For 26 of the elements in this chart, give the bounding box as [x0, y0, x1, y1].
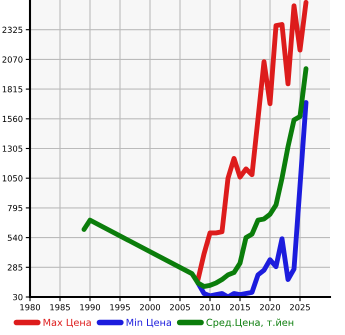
x-tick-label: 2005 — [170, 304, 190, 310]
y-tick-label: 1050 — [2, 175, 22, 182]
legend-label: Max Цена — [44, 318, 91, 328]
x-tick-label: 1980 — [20, 304, 40, 310]
x-tick-label: 2010 — [200, 304, 220, 310]
x-tick-label: 2025 — [290, 304, 310, 310]
y-tick-label: 1560 — [2, 116, 22, 122]
y-tick-label: 795 — [8, 204, 22, 212]
y-tick-label: 540 — [8, 234, 22, 241]
y-tick-label: 2070 — [2, 56, 22, 63]
legend-label: Сред.Цена, т.йен — [206, 318, 294, 328]
x-tick-label: 1990 — [80, 304, 100, 310]
x-tick-label: 1995 — [110, 304, 130, 310]
x-tick-label: 2020 — [260, 304, 280, 310]
x-tick-label: 1985 — [50, 304, 70, 310]
line-series — [82, 66, 308, 289]
y-tick-label: 2325 — [2, 26, 22, 33]
legend-label: Min Цена — [126, 318, 172, 328]
y-tick-label: 30 — [13, 294, 22, 300]
y-tick-label: 285 — [8, 264, 22, 271]
x-tick-label: 2000 — [140, 304, 160, 310]
x-tick-label: 2015 — [230, 304, 250, 310]
line-series — [196, 100, 308, 297]
y-tick-label: 1305 — [2, 145, 22, 152]
line-series — [196, 0, 308, 282]
y-tick-label: 1815 — [2, 86, 22, 92]
